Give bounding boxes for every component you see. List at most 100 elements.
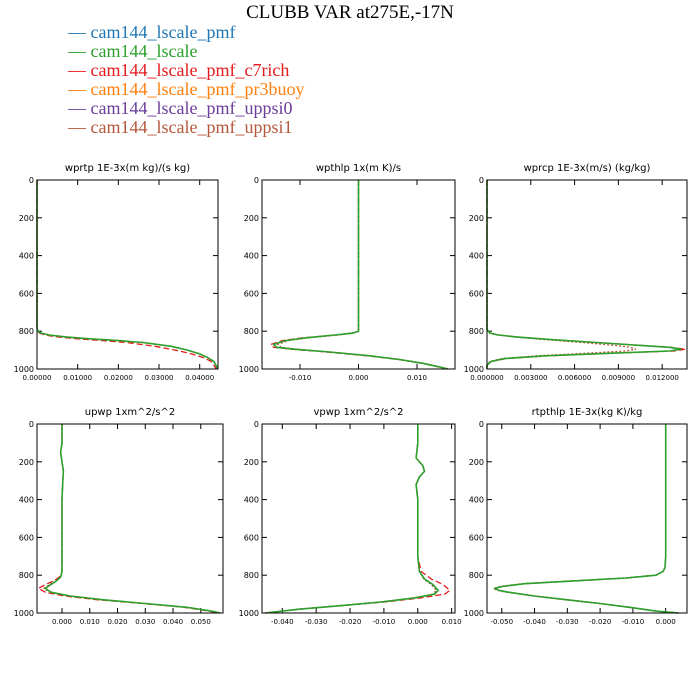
x-tick-label: 0.04000 — [185, 374, 214, 382]
x-tick-label: -0.020 — [589, 618, 612, 626]
legend-entry: — cam144_lscale_pmf_uppsi0 — [68, 98, 293, 118]
y-tick-label: 1000 — [464, 365, 484, 374]
x-tick-label: 0.02000 — [104, 374, 133, 382]
x-tick-label: 0.03000 — [145, 374, 174, 382]
chart-main-title: CLUBB VAR at275E,-17N — [246, 2, 454, 23]
plot-frame — [261, 423, 456, 614]
x-tick-label: 0.050 — [191, 618, 211, 626]
y-tick-label: 600 — [19, 533, 34, 542]
y-tick-label: 200 — [19, 214, 34, 223]
y-tick-label: 1000 — [239, 609, 259, 618]
y-tick-label: 200 — [244, 458, 259, 467]
y-tick-label: 600 — [469, 289, 484, 298]
x-tick-label: 0.000 — [52, 618, 72, 626]
y-tick-label: 0 — [479, 176, 484, 185]
series-line — [42, 424, 220, 614]
series-line — [276, 180, 450, 370]
x-tick-label: 0.009000 — [602, 374, 635, 382]
y-tick-label: 1000 — [14, 365, 34, 374]
x-tick-label: 0.003000 — [514, 374, 547, 382]
x-tick-label: -0.010 — [289, 374, 312, 382]
series-line — [265, 424, 451, 614]
x-tick-label: 0.01000 — [63, 374, 92, 382]
subplot: upwp 1xm^2/s^2 0 200 400 600 800 1000 0.000 0.01… — [14, 407, 224, 626]
subplot: vpwp 1xm^2/s^2 0 200 400 600 800 1000 -0.040 -0.… — [239, 407, 462, 626]
y-tick-label: 600 — [244, 289, 259, 298]
y-tick-label: 200 — [469, 214, 484, 223]
y-tick-label: 800 — [19, 327, 34, 336]
y-tick-label: 600 — [244, 533, 259, 542]
series-line — [272, 180, 448, 370]
x-tick-label: -0.040 — [271, 618, 294, 626]
series-line — [37, 424, 218, 614]
x-tick-label: 0.000 — [656, 618, 676, 626]
subplot-title: upwp 1xm^2/s^2 — [85, 407, 175, 418]
plot-frame — [36, 179, 219, 370]
x-tick-label: 0.000 — [408, 618, 428, 626]
series-line — [486, 180, 682, 369]
y-tick-label: 200 — [469, 458, 484, 467]
legend: — cam144_lscale_pmf — cam144_lscale — cam1… — [68, 23, 304, 137]
y-tick-label: 400 — [469, 252, 484, 261]
subplot-title: vpwp 1xm^2/s^2 — [313, 407, 403, 418]
x-tick-label: 0.000 — [348, 374, 368, 382]
plot-frame — [261, 179, 456, 370]
y-tick-label: 0 — [29, 420, 34, 429]
x-tick-label: 0.006000 — [558, 374, 591, 382]
subplot: wprcp 1E-3x(m/s) (kg/kg) 0 200 400 600 800 100… — [464, 163, 688, 382]
series-line — [486, 180, 686, 369]
x-tick-label: -0.050 — [490, 618, 513, 626]
x-tick-label: 0.012000 — [645, 374, 678, 382]
y-tick-label: 200 — [244, 214, 259, 223]
plot-frame — [486, 179, 688, 370]
series-line — [493, 424, 679, 614]
subplot: wpthlp 1x(m K)/s 0 200 400 600 800 1000 -0.010 0… — [239, 163, 456, 382]
subplot-title: wprtp 1E-3x(m kg)/(s kg) — [65, 163, 190, 174]
x-tick-label: 0.030 — [135, 618, 155, 626]
y-tick-label: 200 — [19, 458, 34, 467]
subplot-title: rtpthlp 1E-3x(kg K)/kg — [532, 407, 643, 418]
y-tick-label: 0 — [254, 176, 259, 185]
y-tick-label: 800 — [469, 571, 484, 580]
x-tick-label: 0.000000 — [470, 374, 503, 382]
subplot-title: wpthlp 1x(m K)/s — [316, 163, 401, 174]
legend-entry: — cam144_lscale_pmf_uppsi1 — [68, 117, 293, 137]
x-tick-label: 0.00000 — [23, 374, 52, 382]
x-tick-label: -0.010 — [622, 618, 645, 626]
y-tick-label: 600 — [19, 289, 34, 298]
y-tick-label: 800 — [244, 571, 259, 580]
y-tick-label: 400 — [19, 252, 34, 261]
x-tick-label: 0.040 — [163, 618, 183, 626]
x-tick-label: -0.030 — [305, 618, 328, 626]
y-tick-label: 0 — [29, 176, 34, 185]
y-tick-label: 400 — [19, 496, 34, 505]
x-tick-label: -0.020 — [339, 618, 362, 626]
x-tick-label: 0.020 — [107, 618, 127, 626]
series-line — [43, 424, 221, 614]
y-tick-label: 1000 — [14, 609, 34, 618]
subplot: rtpthlp 1E-3x(kg K)/kg02004006008001000-… — [464, 407, 688, 626]
x-tick-label: 0.010 — [80, 618, 100, 626]
subplot: wprtp 1E-3x(m kg)/(s kg) 0 200 400 600 800 100… — [14, 163, 219, 382]
plot-frame — [486, 423, 688, 614]
x-tick-label: -0.030 — [556, 618, 579, 626]
y-tick-label: 800 — [469, 327, 484, 336]
y-tick-label: 0 — [479, 420, 484, 429]
y-tick-label: 1000 — [464, 609, 484, 618]
y-tick-label: 1000 — [239, 365, 259, 374]
y-tick-label: 0 — [254, 420, 259, 429]
series-line — [36, 180, 218, 370]
y-tick-label: 800 — [244, 327, 259, 336]
legend-entry: — cam144_lscale_pmf_pr3buoy — [68, 79, 305, 99]
legend-entry: — cam144_lscale — [68, 41, 198, 61]
legend-entry: — cam144_lscale_pmf_c7rich — [68, 60, 290, 80]
y-tick-label: 400 — [469, 496, 484, 505]
subplot-title: wprcp 1E-3x(m/s) (kg/kg) — [524, 163, 651, 174]
x-tick-label: 0.010 — [442, 618, 462, 626]
series-line — [264, 424, 438, 614]
y-tick-label: 400 — [244, 252, 259, 261]
y-tick-label: 600 — [469, 533, 484, 542]
x-tick-label: 0.010 — [407, 374, 427, 382]
plot-frame — [36, 423, 224, 614]
